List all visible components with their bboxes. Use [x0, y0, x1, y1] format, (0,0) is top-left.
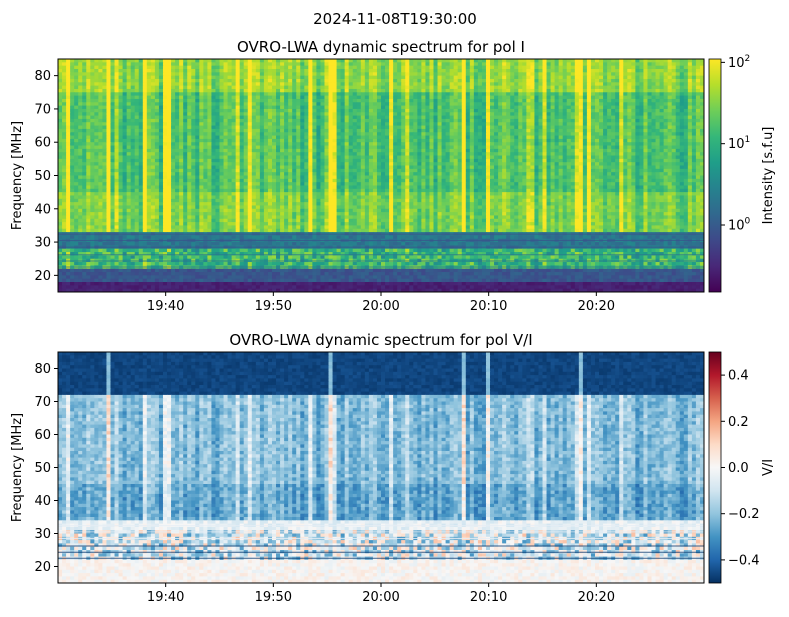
colorbar-vi [708, 351, 722, 584]
x-tick-label: 20:10 [470, 299, 507, 314]
x-tick-label: 20:10 [470, 590, 507, 605]
y-tick-label: 40 [34, 494, 51, 509]
y-tick-label: 40 [34, 202, 51, 217]
y-axis-label-vi: Frequency [MHz] [10, 413, 25, 522]
x-axis-ticks-vi: 19:40 19:50 20:00 20:10 20:20 [147, 583, 615, 605]
x-tick-label: 19:50 [255, 299, 292, 314]
panel-title-stokes-i: OVRO-LWA dynamic spectrum for pol I [237, 38, 525, 56]
y-tick-label: 60 [34, 136, 51, 151]
x-tick-label: 19:50 [255, 590, 292, 605]
y-tick-label: 80 [34, 69, 51, 84]
y-tick-label: 30 [34, 236, 51, 251]
heatmap-stokes-i [58, 59, 704, 292]
colorbar-tick-label: 101 [728, 135, 750, 152]
colorbar-tick-label: −0.2 [728, 507, 760, 522]
x-tick-label: 20:20 [578, 299, 615, 314]
colorbar-ticks-vi: 0.4 0.2 0.0 −0.2 −0.4 [721, 369, 760, 568]
x-axis-ticks-i: 19:40 19:50 20:00 20:10 20:20 [147, 292, 615, 314]
y-tick-label: 30 [34, 527, 51, 542]
colorbar-tick-label: 0.0 [728, 461, 749, 476]
x-tick-label: 19:40 [147, 590, 184, 605]
y-tick-label: 70 [34, 102, 51, 117]
colorbar-tick-label: 100 [728, 217, 751, 234]
x-tick-label: 20:20 [578, 590, 615, 605]
y-axis-ticks-vi: 20 30 40 50 60 70 80 [34, 362, 58, 575]
colorbar-i [708, 58, 722, 293]
x-tick-label: 20:00 [362, 299, 399, 314]
colorbar-tick-label: 102 [728, 54, 750, 71]
y-axis-ticks-i: 20 30 40 50 60 70 80 [34, 69, 58, 284]
colorbar-ticks-i: 100 101 102 [721, 54, 751, 234]
panel-stokes-i: OVRO-LWA dynamic spectrum for pol I 19:4… [10, 38, 776, 314]
colorbar-tick-label: −0.4 [728, 553, 760, 568]
y-tick-label: 20 [34, 560, 51, 575]
y-axis-label-i: Frequency [MHz] [10, 121, 25, 230]
colorbar-label-i: Intensity [s.f.u] [761, 127, 776, 225]
y-tick-label: 60 [34, 428, 51, 443]
x-tick-label: 20:00 [362, 590, 399, 605]
x-tick-label: 19:40 [147, 299, 184, 314]
y-tick-label: 80 [34, 362, 51, 377]
figure-suptitle: 2024-11-08T19:30:00 [313, 10, 477, 28]
y-tick-label: 50 [34, 461, 51, 476]
colorbar-tick-label: 0.4 [728, 369, 749, 384]
y-tick-label: 50 [34, 169, 51, 184]
panel-stokes-vi: OVRO-LWA dynamic spectrum for pol V/I 19… [10, 331, 776, 605]
heatmap-stokes-vi [58, 352, 704, 583]
colorbar-label-vi: V/I [761, 459, 776, 476]
y-tick-label: 20 [34, 269, 51, 284]
colorbar-tick-label: 0.2 [728, 415, 749, 430]
panel-title-stokes-vi: OVRO-LWA dynamic spectrum for pol V/I [229, 331, 532, 349]
y-tick-label: 70 [34, 395, 51, 410]
